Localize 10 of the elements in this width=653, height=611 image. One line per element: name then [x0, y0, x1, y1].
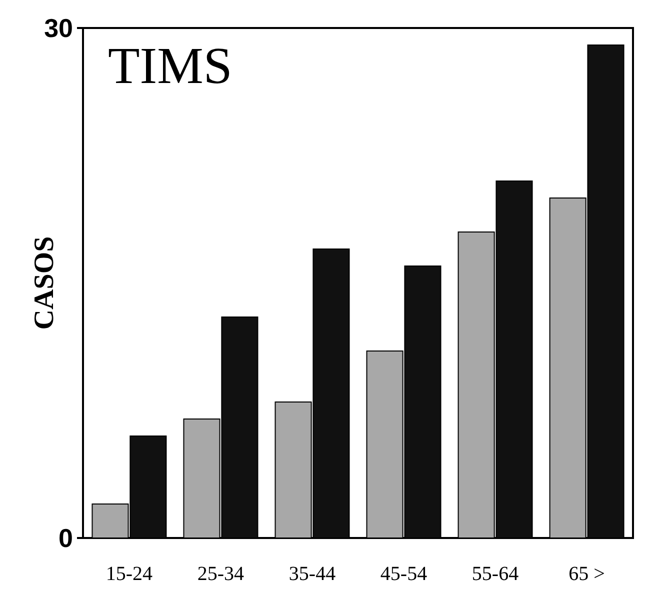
y-tick-label: 0 [58, 523, 73, 554]
y-axis-title: CASOS [29, 236, 60, 330]
x-tick-label: 45-54 [380, 563, 428, 585]
x-tick-label: 25-34 [197, 563, 244, 585]
x-tick-label: 55-64 [472, 563, 519, 585]
x-tick-label: 65 > [568, 563, 605, 585]
chart-title: TIMS [108, 38, 232, 95]
x-tick-label: 15-24 [106, 563, 153, 585]
x-tick-label: 35-44 [288, 563, 336, 585]
y-tick-label: 30 [44, 13, 73, 44]
